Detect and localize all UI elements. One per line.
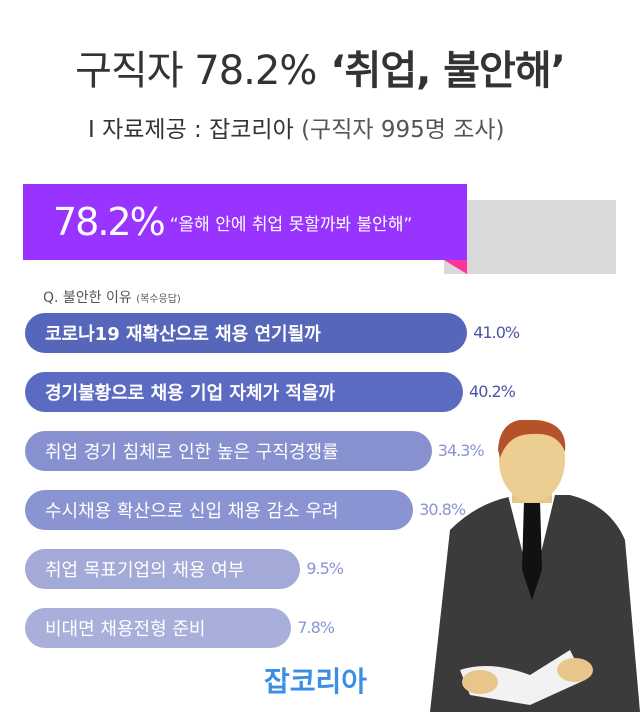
bar: 수시채용 확산으로 신입 채용 감소 우려	[25, 490, 414, 530]
title-quote: ‘취업, 불안해’	[330, 48, 566, 94]
bar-label: 취업 목표기업의 채용 여부	[45, 560, 245, 581]
source-note: (구직자 995명 조사)	[301, 117, 505, 143]
headline-percent: 78.2%	[53, 200, 166, 244]
question-label: Q. 불안한 이유 (복수응답)	[43, 287, 181, 307]
bar: 취업 목표기업의 채용 여부	[25, 549, 301, 589]
headline-accent-triangle	[444, 260, 467, 274]
bar-value-label: 30.8%	[419, 500, 466, 519]
bar: 코로나19 재확산으로 채용 연기될까	[25, 313, 468, 353]
page-title: 구직자 78.2% ‘취업, 불안해’	[0, 38, 640, 96]
headline-bar: 78.2% “올해 안에 취업 못할까봐 불안해”	[23, 184, 467, 260]
bar: 취업 경기 침체로 인한 높은 구직경쟁률	[25, 431, 432, 471]
source-label: I 자료제공 : 잡코리아	[88, 117, 294, 143]
source-line: I 자료제공 : 잡코리아 (구직자 995명 조사)	[88, 110, 505, 144]
bar-value-label: 41.0%	[473, 323, 520, 342]
bar: 비대면 채용전형 준비	[25, 608, 292, 648]
bar: 경기불황으로 채용 기업 자체가 적을까	[25, 372, 464, 412]
bar-value-label: 9.5%	[306, 559, 344, 578]
bar-value-label: 7.8%	[297, 618, 335, 637]
headline-quote: “올해 안에 취업 못할까봐 불안해”	[169, 214, 413, 235]
bar-label: 경기불황으로 채용 기업 자체가 적을까	[45, 383, 336, 404]
jobkorea-logo: 잡코리아	[264, 665, 368, 698]
question-note: (복수응답)	[136, 294, 181, 305]
bar-label: 코로나19 재확산으로 채용 연기될까	[45, 324, 321, 345]
bar-value-label: 40.2%	[469, 382, 516, 401]
bar-label: 취업 경기 침체로 인한 높은 구직경쟁률	[45, 442, 339, 463]
title-prefix: 구직자 78.2%	[75, 48, 317, 94]
bar-label: 비대면 채용전형 준비	[45, 619, 206, 640]
headline-remainder-bar	[444, 200, 616, 274]
worried-man-illustration	[430, 420, 640, 712]
bar-label: 수시채용 확산으로 신입 채용 감소 우려	[45, 501, 339, 522]
bar-value-label: 34.3%	[437, 441, 485, 460]
question-text: Q. 불안한 이유	[43, 290, 132, 306]
